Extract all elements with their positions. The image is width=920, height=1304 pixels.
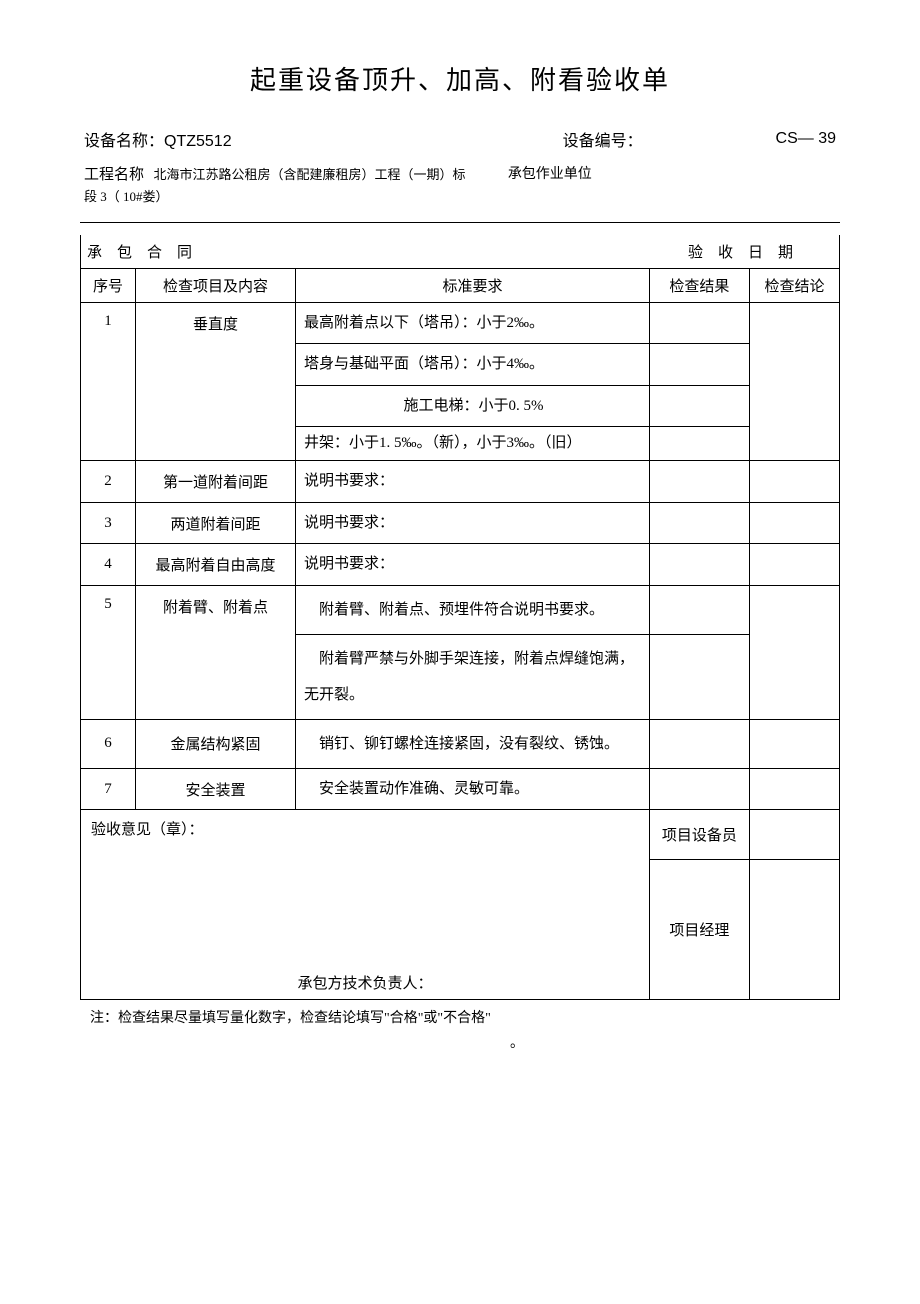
req-7: 安全装置动作准确、灵敏可靠。 — [296, 768, 650, 810]
res-1a — [649, 302, 749, 344]
res-3 — [649, 502, 749, 544]
conc-2 — [749, 461, 839, 503]
res-1b — [649, 344, 749, 386]
opinion-cell: 验收意见（章）： 承包方技术负责人： — [81, 810, 650, 1000]
item-7: 安全装置 — [136, 768, 296, 810]
seq-7: 7 — [81, 768, 136, 810]
seq-1: 1 — [81, 302, 136, 461]
contract-label: 承 包 合 同 — [87, 241, 192, 262]
req-5b: 附着臂严禁与外脚手架连接，附着点焊缝饱满，无开裂。 — [296, 634, 650, 719]
divider — [80, 222, 840, 223]
conc-3 — [749, 502, 839, 544]
req-3: 说明书要求： — [296, 502, 650, 544]
sig-pm-value — [749, 860, 839, 1000]
form-code: CS— 39 — [776, 130, 836, 148]
opinion-row-1: 验收意见（章）： 承包方技术负责人： 项目设备员 — [81, 810, 840, 860]
seq-6: 6 — [81, 719, 136, 768]
res-4 — [649, 544, 749, 586]
seq-3: 3 — [81, 502, 136, 544]
contract-date-row: 承 包 合 同 验 收 日 期 — [81, 235, 840, 269]
col-result: 检查结果 — [649, 268, 749, 302]
item-1: 垂直度 — [136, 302, 296, 461]
res-5b — [649, 634, 749, 719]
row-3: 3 两道附着间距 说明书要求： — [81, 502, 840, 544]
contractor-label: 承包作业单位 — [508, 167, 592, 182]
seq-5: 5 — [81, 585, 136, 719]
item-6: 金属结构紧固 — [136, 719, 296, 768]
col-seq: 序号 — [81, 268, 136, 302]
conc-4 — [749, 544, 839, 586]
res-6 — [649, 719, 749, 768]
row-1a: 1 垂直度 最高附着点以下（塔吊）：小于2‰。 — [81, 302, 840, 344]
item-5: 附着臂、附着点 — [136, 585, 296, 719]
row-2: 2 第一道附着间距 说明书要求： — [81, 461, 840, 503]
tech-lead-label: 承包方技术负责人： — [81, 972, 649, 993]
row-5a: 5 附着臂、附着点 附着臂、附着点、预埋件符合说明书要求。 — [81, 585, 840, 634]
conc-5 — [749, 585, 839, 719]
item-2: 第一道附着间距 — [136, 461, 296, 503]
equip-name-label: 设备名称： — [84, 133, 164, 150]
item-4: 最高附着自由高度 — [136, 544, 296, 586]
opinion-label: 验收意见（章）： — [91, 822, 204, 838]
footnote: 注：检查结果尽量填写量化数字，检查结论填写"合格"或"不合格" 。 — [80, 1006, 840, 1056]
row-4: 4 最高附着自由高度 说明书要求： — [81, 544, 840, 586]
col-item: 检查项目及内容 — [136, 268, 296, 302]
meta-row-1: 设备名称：QTZ5512 设备编号： CS— 39 — [80, 127, 840, 151]
accept-date-label: 验 收 日 期 — [688, 241, 793, 262]
seq-2: 2 — [81, 461, 136, 503]
req-1d: 井架：小于1. 5‰。（新），小于3‰。（旧） — [296, 427, 650, 461]
res-7 — [649, 768, 749, 810]
res-5a — [649, 585, 749, 634]
req-1a: 最高附着点以下（塔吊）：小于2‰。 — [296, 302, 650, 344]
req-6: 销钉、铆钉螺栓连接紧固，没有裂纹、锈蚀。 — [296, 719, 650, 768]
project-label: 工程名称 — [84, 167, 144, 183]
table-header-row: 序号 检查项目及内容 标准要求 检查结果 检查结论 — [81, 268, 840, 302]
footnote-dot: 。 — [510, 1031, 524, 1056]
row-7: 7 安全装置 安全装置动作准确、灵敏可靠。 — [81, 768, 840, 810]
row-6: 6 金属结构紧固 销钉、铆钉螺栓连接紧固，没有裂纹、锈蚀。 — [81, 719, 840, 768]
seq-4: 4 — [81, 544, 136, 586]
equip-no-label: 设备编号： — [563, 133, 643, 150]
col-req: 标准要求 — [296, 268, 650, 302]
conc-6 — [749, 719, 839, 768]
req-2: 说明书要求： — [296, 461, 650, 503]
res-1c — [649, 385, 749, 427]
conc-7 — [749, 768, 839, 810]
conc-1 — [749, 302, 839, 461]
item-3: 两道附着间距 — [136, 502, 296, 544]
sig-pm-label: 项目经理 — [649, 860, 749, 1000]
res-2 — [649, 461, 749, 503]
req-1b: 塔身与基础平面（塔吊）：小于4‰。 — [296, 344, 650, 386]
req-5a: 附着臂、附着点、预埋件符合说明书要求。 — [296, 585, 650, 634]
inspection-table: 承 包 合 同 验 收 日 期 序号 检查项目及内容 标准要求 检查结果 检查结… — [80, 235, 840, 1001]
form-title: 起重设备顶升、加高、附看验收单 — [80, 60, 840, 97]
col-conclusion: 检查结论 — [749, 268, 839, 302]
req-1c: 施工电梯：小于0. 5% — [296, 385, 650, 427]
sig-equip-staff-value — [749, 810, 839, 860]
equip-name-value: QTZ5512 — [164, 133, 232, 150]
meta-row-2: 工程名称 北海市江苏路公租房（含配建廉租房）工程（一期）标段 3（ 10#娄） … — [80, 163, 840, 210]
res-1d — [649, 427, 749, 461]
req-4: 说明书要求： — [296, 544, 650, 586]
sig-equip-staff-label: 项目设备员 — [649, 810, 749, 860]
